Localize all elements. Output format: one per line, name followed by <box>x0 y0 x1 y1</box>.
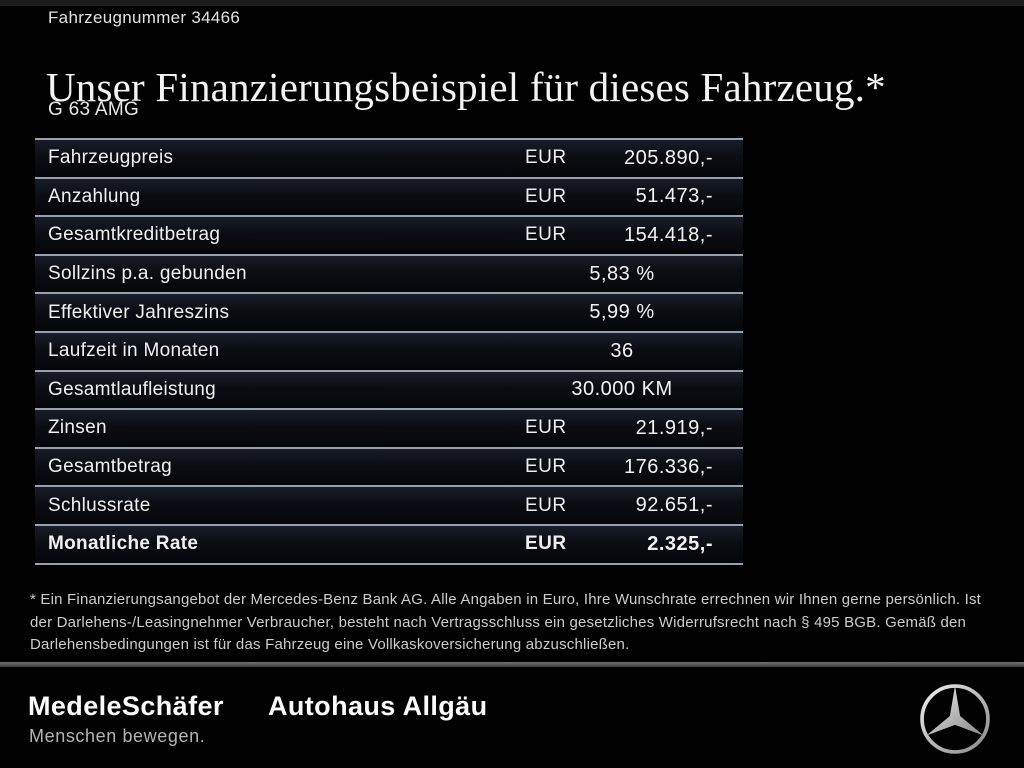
table-row: Laufzeit in Monaten 36 <box>35 330 743 370</box>
footnote-text: * Ein Finanzierungsangebot der Mercedes-… <box>30 591 982 653</box>
row-value-area: EUR 154.418,- <box>525 224 743 247</box>
row-value: 36 <box>610 339 634 362</box>
row-currency: EUR <box>525 456 567 478</box>
table-row: Effektiver Jahreszins 5,99 % <box>35 292 743 331</box>
row-label: Sollzins p.a. gebunden <box>48 263 247 285</box>
top-strip <box>0 0 1024 6</box>
row-currency: EUR <box>525 417 567 439</box>
table-row: Sollzins p.a. gebunden 5,83 % <box>35 253 743 293</box>
row-label: Zinsen <box>48 417 107 439</box>
row-label: Anzahlung <box>48 185 141 207</box>
footer-divider <box>0 662 1024 667</box>
vehicle-model: G 63 AMG <box>48 99 140 120</box>
row-value: 176.336,- <box>623 455 713 478</box>
row-value: 21.919,- <box>635 416 713 439</box>
row-value-area: EUR 92.651,- <box>525 494 743 517</box>
table-row: Zinsen EUR 21.919,- <box>35 408 743 447</box>
row-label: Fahrzeugpreis <box>48 147 174 169</box>
table-row: Gesamtlaufleistung 30.000 KM <box>35 369 743 409</box>
row-value-area: EUR 21.919,- <box>525 417 743 440</box>
table-row: Fahrzeugpreis EUR 205.890,- <box>35 138 743 177</box>
row-value-area: EUR 51.473,- <box>525 185 743 208</box>
row-value-area: 5,99 % <box>525 301 743 324</box>
row-label: Gesamtlaufleistung <box>48 378 217 400</box>
row-value-area: 30.000 KM <box>525 378 743 401</box>
vehicle-number: Fahrzeugnummer 34466 <box>48 8 241 27</box>
finance-table: Fahrzeugpreis EUR 205.890,- Anzahlung EUR 51.… <box>35 138 743 565</box>
page-title: Unser Finanzierungsbeispiel für dieses F… <box>46 64 886 111</box>
row-currency: EUR <box>525 224 567 246</box>
row-currency: EUR <box>525 147 567 169</box>
row-label: Schlussrate <box>48 494 151 516</box>
table-row: Anzahlung EUR 51.473,- <box>35 176 743 216</box>
dealer-logo-medeleschaefer: MedeleSchäfer <box>28 691 224 721</box>
table-row: Schlussrate EUR 92.651,- <box>35 485 743 524</box>
table-row: Gesamtbetrag EUR 176.336,- <box>35 446 743 486</box>
row-currency: EUR <box>525 494 567 516</box>
row-value: 5,83 % <box>589 262 655 285</box>
row-value: 5,99 % <box>589 301 655 324</box>
row-value-area: EUR 176.336,- <box>525 456 743 479</box>
dealer-logo-autohaus-allgaeu: Autohaus Allgäu <box>268 691 488 721</box>
mercedes-star-icon <box>918 682 992 756</box>
row-value-area: EUR 205.890,- <box>525 147 743 170</box>
row-value: 2.325,- <box>647 532 713 555</box>
row-label: Gesamtkreditbetrag <box>48 224 221 246</box>
footer: MedeleSchäfer Menschen bewegen. Autohaus… <box>0 667 1024 768</box>
dealer-tagline: Menschen bewegen. <box>29 726 206 746</box>
row-value-area: EUR 2.325,- <box>525 533 743 556</box>
table-row: Monatliche Rate EUR 2.325,- <box>35 523 743 563</box>
row-value: 92.651,- <box>635 494 713 517</box>
row-label: Monatliche Rate <box>48 533 199 555</box>
row-value: 205.890,- <box>623 146 713 169</box>
row-value-area: 36 <box>525 340 743 363</box>
row-currency: EUR <box>525 533 567 555</box>
row-value: 154.418,- <box>623 223 713 246</box>
row-value: 51.473,- <box>635 185 713 208</box>
row-label: Laufzeit in Monaten <box>48 340 220 362</box>
row-label: Effektiver Jahreszins <box>48 301 230 323</box>
row-value-area: 5,83 % <box>525 263 743 286</box>
table-row: Gesamtkreditbetrag EUR 154.418,- <box>35 215 743 254</box>
row-label: Gesamtbetrag <box>48 456 172 478</box>
row-value: 30.000 KM <box>571 378 673 401</box>
row-currency: EUR <box>525 185 567 207</box>
